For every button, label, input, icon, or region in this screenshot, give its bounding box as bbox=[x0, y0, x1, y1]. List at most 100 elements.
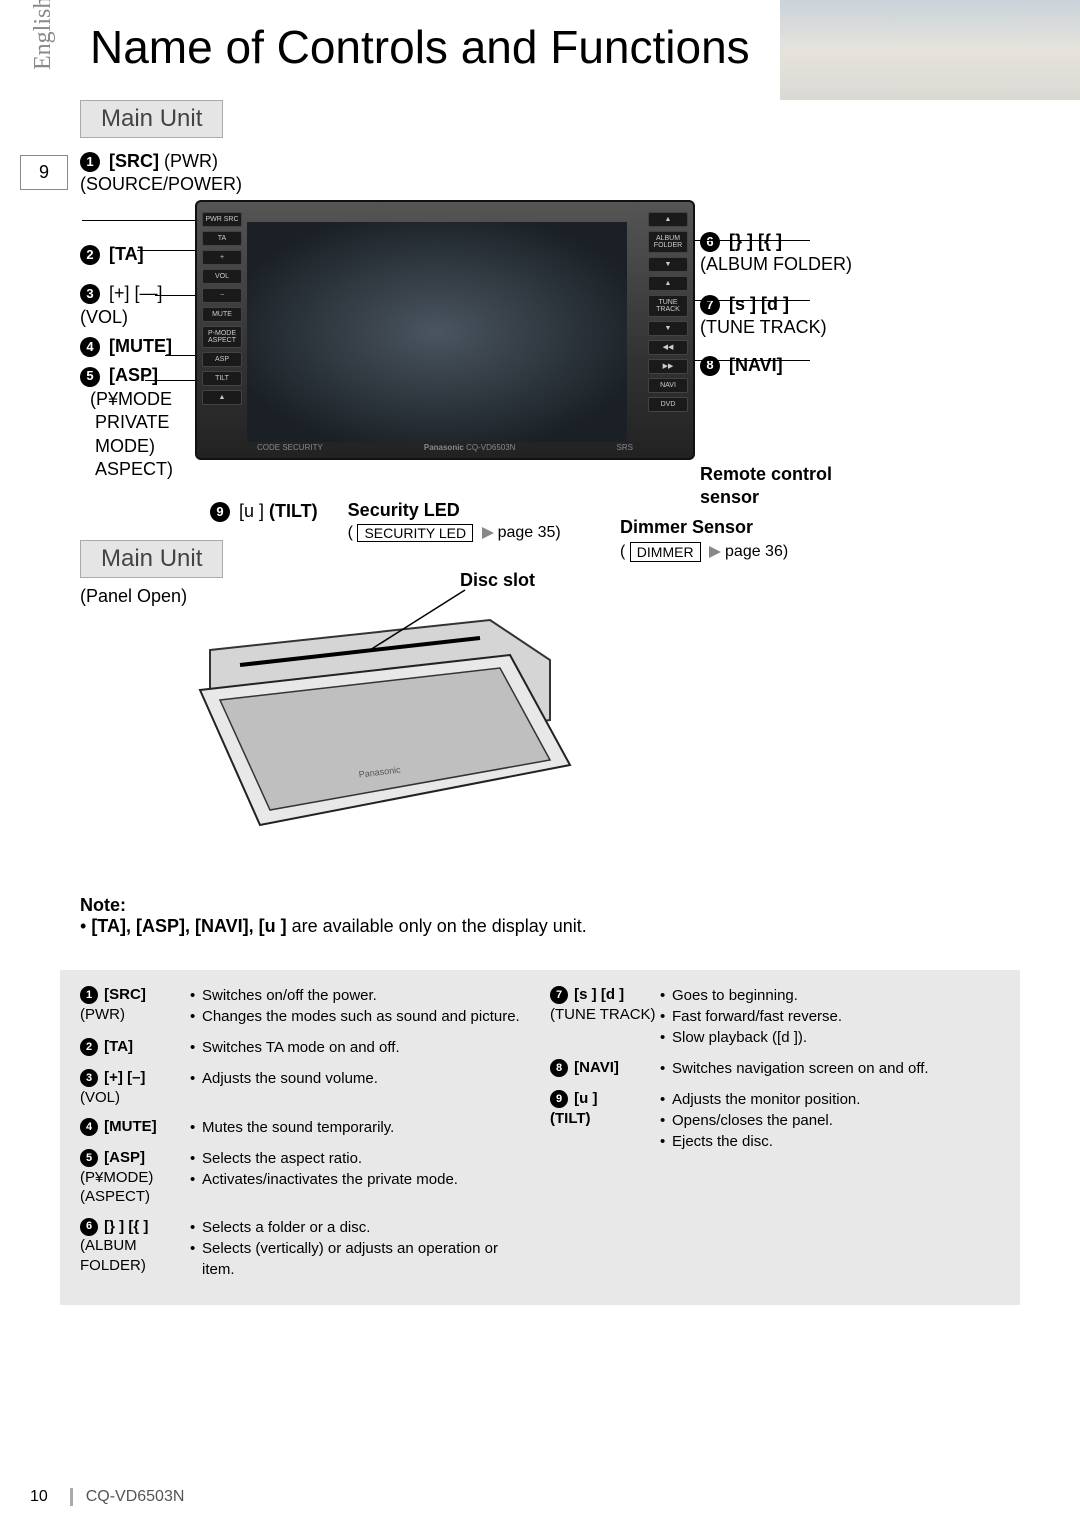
page-footer: 10 CQ-VD6503N bbox=[30, 1488, 184, 1506]
device-button: ▶▶ bbox=[648, 359, 688, 374]
device-button: NAVI bbox=[648, 378, 688, 393]
desc-item-bullets: Adjusts the monitor position.Opens/close… bbox=[660, 1089, 1000, 1152]
desc-bullet: Slow playback ([d ]). bbox=[660, 1027, 1000, 1048]
desc-item: 2 [TA]Switches TA mode on and off. bbox=[80, 1037, 530, 1058]
device-button: ▲ bbox=[202, 390, 242, 405]
desc-item-bullets: Switches TA mode on and off. bbox=[190, 1037, 530, 1058]
panel-open-section: Main Unit (Panel Open) Disc slot Panason… bbox=[80, 540, 980, 607]
device-button: TUNE TRACK bbox=[648, 295, 688, 317]
device-screen bbox=[247, 222, 627, 442]
section-header-panel-open: Main Unit bbox=[80, 540, 223, 578]
header-photo bbox=[780, 0, 1080, 100]
callout-8: 8 [NAVI] bbox=[700, 354, 1000, 377]
desc-item-label: 4 [MUTE] bbox=[80, 1117, 190, 1138]
desc-item-label: 1 [SRC](PWR) bbox=[80, 985, 190, 1027]
callout-6: 6 [} ] [{ ] (ALBUM FOLDER) bbox=[700, 230, 1000, 277]
note-line: • [TA], [ASP], [NAVI], [u ] are availabl… bbox=[80, 916, 980, 937]
desc-item-bullets: Adjusts the sound volume. bbox=[190, 1068, 530, 1107]
footer-separator bbox=[70, 1488, 73, 1506]
desc-item-bullets: Mutes the sound temporarily. bbox=[190, 1117, 530, 1138]
device-button: − bbox=[202, 288, 242, 303]
desc-bullet: Switches TA mode on and off. bbox=[190, 1037, 530, 1058]
callout-num-1: 1 bbox=[80, 152, 100, 172]
main-unit-section: Main Unit 1 [SRC] (PWR) (SOURCE/POWER) 2… bbox=[80, 100, 1040, 146]
desc-item-label: 5 [ASP](P¥MODE) (ASPECT) bbox=[80, 1148, 190, 1207]
callout-num-4: 4 bbox=[80, 337, 100, 357]
desc-bullet: Selects the aspect ratio. bbox=[190, 1148, 530, 1169]
desc-item-label: 3 [+] [–](VOL) bbox=[80, 1068, 190, 1107]
desc-item: 8 [NAVI]Switches navigation screen on an… bbox=[550, 1058, 1000, 1079]
device-button: ALBUM FOLDER bbox=[648, 231, 688, 253]
callout-num-2: 2 bbox=[80, 245, 100, 265]
security-led-label: Security LED ( SECURITY LED page 35) bbox=[348, 500, 561, 542]
desc-bullet: Changes the modes such as sound and pict… bbox=[190, 1006, 530, 1027]
controls-description-table: 1 [SRC](PWR)Switches on/off the power.Ch… bbox=[60, 970, 1020, 1305]
page-tab-number: 9 bbox=[20, 155, 68, 190]
footer-model: CQ-VD6503N bbox=[86, 1488, 185, 1505]
desc-item-label: 6 [} ] [{ ](ALBUM FOLDER) bbox=[80, 1217, 190, 1280]
device-button: ▲ bbox=[648, 276, 688, 291]
device-button: ▼ bbox=[648, 257, 688, 272]
footer-page-number: 10 bbox=[30, 1488, 48, 1505]
desc-bullet: Selects a folder or a disc. bbox=[190, 1217, 530, 1238]
callout-9: 9 [u ] (TILT) bbox=[210, 500, 318, 523]
desc-bullet: Goes to beginning. bbox=[660, 985, 1000, 1006]
desc-bullet: Opens/closes the panel. bbox=[660, 1110, 1000, 1131]
desc-item-bullets: Switches navigation screen on and off. bbox=[660, 1058, 1000, 1079]
desc-item-bullets: Selects the aspect ratio.Activates/inact… bbox=[190, 1148, 530, 1207]
desc-item: 5 [ASP](P¥MODE) (ASPECT)Selects the aspe… bbox=[80, 1148, 530, 1207]
desc-bullet: Ejects the disc. bbox=[660, 1131, 1000, 1152]
desc-item-bullets: Selects a folder or a disc.Selects (vert… bbox=[190, 1217, 530, 1280]
desc-item-bullets: Goes to beginning.Fast forward/fast reve… bbox=[660, 985, 1000, 1048]
callout-num-5: 5 bbox=[80, 367, 100, 387]
desc-item: 6 [} ] [{ ](ALBUM FOLDER)Selects a folde… bbox=[80, 1217, 530, 1280]
desc-item-label: 9 [u ](TILT) bbox=[550, 1089, 660, 1152]
note-title: Note: bbox=[80, 895, 980, 916]
desc-item: 1 [SRC](PWR)Switches on/off the power.Ch… bbox=[80, 985, 530, 1027]
callout-num-7: 7 bbox=[700, 295, 720, 315]
device-button: ▲ bbox=[648, 212, 688, 227]
desc-item: 3 [+] [–](VOL)Adjusts the sound volume. bbox=[80, 1068, 530, 1107]
note-section: Note: • [TA], [ASP], [NAVI], [u ] are av… bbox=[80, 895, 980, 937]
callout-1: 1 [SRC] (PWR) (SOURCE/POWER) bbox=[80, 150, 280, 197]
device-button: MUTE bbox=[202, 307, 242, 322]
device-button: ◀◀ bbox=[648, 340, 688, 355]
callout-num-9: 9 bbox=[210, 502, 230, 522]
callout-num-6: 6 bbox=[700, 232, 720, 252]
desc-bullet: Adjusts the sound volume. bbox=[190, 1068, 530, 1089]
desc-item-label: 2 [TA] bbox=[80, 1037, 190, 1058]
device-button: PWR SRC bbox=[202, 212, 242, 227]
page-title: Name of Controls and Functions bbox=[90, 20, 750, 74]
desc-col-1: 1 [SRC](PWR)Switches on/off the power.Ch… bbox=[80, 985, 530, 1290]
device-button: ▼ bbox=[648, 321, 688, 336]
section-header-main-unit: Main Unit bbox=[80, 100, 223, 138]
desc-bullet: Fast forward/fast reverse. bbox=[660, 1006, 1000, 1027]
callout-num-3: 3 bbox=[80, 284, 100, 304]
device-button: P-MODE ASPECT bbox=[202, 326, 242, 348]
desc-col-2: 7 [s ] [d ](TUNE TRACK)Goes to beginning… bbox=[550, 985, 1000, 1290]
device-button: DVD bbox=[648, 397, 688, 412]
device-button: TA bbox=[202, 231, 242, 246]
desc-item-bullets: Switches on/off the power.Changes the mo… bbox=[190, 985, 530, 1027]
desc-bullet: Adjusts the monitor position. bbox=[660, 1089, 1000, 1110]
below-device-labels: 9 [u ] (TILT) Security LED ( SECURITY LE… bbox=[80, 500, 1000, 542]
device-frame: PWR SRCTA+VOL−MUTEP-MODE ASPECTASPTILT▲ … bbox=[195, 200, 695, 460]
disc-slot-diagram: Panasonic bbox=[170, 580, 590, 850]
arrow-icon bbox=[482, 527, 494, 539]
device-diagram: PWR SRCTA+VOL−MUTEP-MODE ASPECTASPTILT▲ … bbox=[195, 200, 695, 480]
device-buttons-left: PWR SRCTA+VOL−MUTEP-MODE ASPECTASPTILT▲ bbox=[202, 212, 242, 405]
desc-item: 9 [u ](TILT)Adjusts the monitor position… bbox=[550, 1089, 1000, 1152]
device-brand-bar: CODE SECURITY Panasonic CQ-VD6503N SRS bbox=[247, 440, 643, 455]
device-buttons-right: ▲ ALBUM FOLDER ▼ ▲ TUNE TRACK ▼ ◀◀ ▶▶ NAVI DVD bbox=[648, 212, 688, 412]
desc-bullet: Mutes the sound temporarily. bbox=[190, 1117, 530, 1138]
language-label: English bbox=[30, 0, 57, 70]
device-button: ASP bbox=[202, 352, 242, 367]
callout-num-8: 8 bbox=[700, 356, 720, 376]
desc-item-label: 7 [s ] [d ](TUNE TRACK) bbox=[550, 985, 660, 1048]
desc-bullet: Activates/inactivates the private mode. bbox=[190, 1169, 530, 1190]
desc-bullet: Switches on/off the power. bbox=[190, 985, 530, 1006]
device-button: + bbox=[202, 250, 242, 265]
desc-bullet: Switches navigation screen on and off. bbox=[660, 1058, 1000, 1079]
desc-item: 4 [MUTE]Mutes the sound temporarily. bbox=[80, 1117, 530, 1138]
desc-item: 7 [s ] [d ](TUNE TRACK)Goes to beginning… bbox=[550, 985, 1000, 1048]
